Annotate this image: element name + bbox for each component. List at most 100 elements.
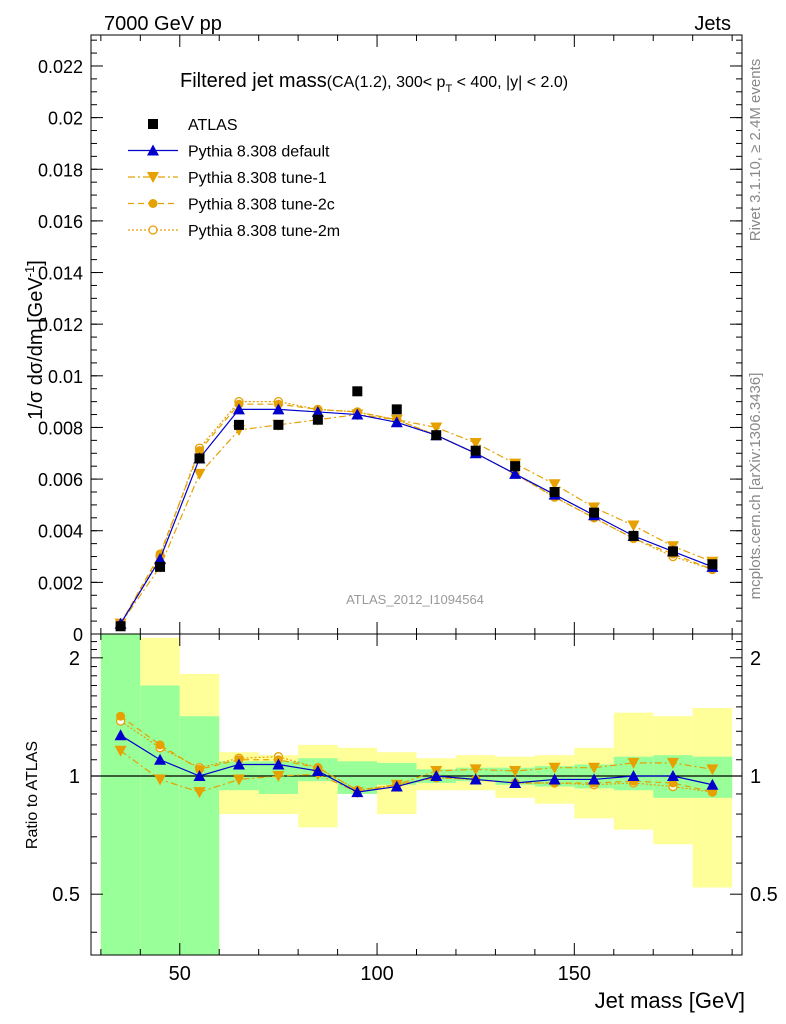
ratio-point-tune1 (193, 787, 206, 799)
point-data (510, 461, 521, 472)
point-data (549, 486, 560, 497)
point-data (628, 530, 639, 541)
legend-label: Pythia 8.308 tune-1 (188, 170, 327, 187)
point-tune1 (193, 468, 206, 480)
ytick-label: 0.002 (38, 573, 83, 593)
point-data (667, 546, 678, 557)
point-tune2c (195, 446, 204, 456)
rivet-label: Rivet 3.1.10, ≥ 2.4M events (747, 59, 764, 242)
point-data (352, 386, 363, 397)
series-line-tune2c (120, 403, 713, 624)
ratio-ytick-label: 1 (69, 766, 80, 788)
xtick-label: 50 (169, 963, 191, 985)
ratio-series-default (114, 729, 719, 798)
legend-entry-default: Pythia 8.308 default (128, 144, 330, 161)
series-line-default (120, 408, 713, 624)
legend: ATLAS Pythia 8.308 default Pythia 8.308 tu… (128, 117, 340, 240)
ytick-label: 0.008 (38, 418, 83, 438)
point-tune1 (430, 422, 443, 434)
main-ylabel-sup: -1 (22, 266, 37, 278)
ratio-point-default (311, 764, 324, 776)
ratio-point-default (548, 773, 561, 785)
ratio-point-tune1 (706, 764, 719, 776)
ytick-label: 0.01 (48, 367, 83, 387)
point-data (155, 561, 166, 572)
ratio-point-default (588, 773, 601, 785)
point-default (351, 408, 364, 420)
ratio-point-tune1 (588, 762, 601, 774)
legend-marker (148, 225, 158, 235)
ratio-ytick-label-right: 1 (750, 766, 761, 788)
ratio-line-default (120, 734, 713, 793)
point-data (115, 621, 126, 632)
series-line-tune1 (120, 413, 713, 625)
mcplots-label: mcplots.cern.ch [arXiv:1306.3436] (747, 373, 764, 600)
point-default (509, 467, 522, 479)
ratio-xlabel: Jet mass [GeV] (595, 988, 745, 1013)
legend-marker (147, 144, 159, 156)
ytick-label: 0.012 (38, 315, 83, 335)
ratio-point-default (351, 786, 364, 798)
uncertainty-band-outer (298, 744, 338, 828)
legend-entry-data: ATLAS (148, 117, 238, 134)
chart-title-sub-pt: T (445, 83, 452, 95)
chart-title-sub: (CA(1.2), 300< p (327, 74, 446, 91)
point-tune1 (548, 479, 561, 491)
ratio-point-default (154, 753, 167, 765)
ratio-point-default (627, 770, 640, 782)
ytick-label: 0.02 (48, 109, 83, 129)
chart-title-sub-end: < 400, |y| < 2.0) (452, 74, 568, 91)
point-data (194, 453, 205, 464)
ytick-label: 0 (73, 625, 83, 645)
uncertainty-band-inner (377, 762, 417, 785)
ratio-line-tune1 (120, 750, 713, 793)
ratio-point-tune1 (114, 745, 127, 757)
legend-marker (148, 199, 158, 208)
ratio-point-default (666, 770, 679, 782)
header-left: 7000 GeV pp (104, 13, 222, 35)
ratio-point-tune1 (548, 762, 561, 774)
legend-entry-tune1: Pythia 8.308 tune-1 (128, 170, 327, 187)
main-ylabel-end: ] (25, 260, 47, 266)
ratio-point-tune1 (232, 774, 245, 786)
main-ylabel-text: 1/σ dσ/dm [GeV (25, 277, 47, 420)
ratio-point-default (272, 758, 285, 770)
ratio-ytick-label-right: 2 (750, 648, 761, 670)
chart-title-main: Filtered jet mass (180, 70, 327, 92)
ratio-point-tune1 (469, 764, 482, 776)
ytick-label: 0.004 (38, 522, 83, 542)
ratio-ytick-label-right: 0.5 (750, 884, 778, 906)
point-data (273, 419, 284, 430)
ratio-panel: 0.5 0.5 1 1 2 2 50 100 150 (52, 633, 778, 985)
main-panel: 0 0.002 0.004 0.006 0.008 0.01 0.012 0.014 0.016… (38, 34, 743, 645)
ratio-point-tune1 (666, 757, 679, 769)
xtick-label: 100 (360, 963, 393, 985)
ratio-point-tune1 (272, 771, 285, 783)
ratio-point-default (509, 776, 522, 788)
ratio-ytick-label: 0.5 (52, 884, 80, 906)
legend-marker (148, 119, 158, 129)
ratio-point-tune2c (195, 764, 204, 774)
xtick-label: 150 (558, 963, 591, 985)
ratio-series-tune1 (114, 745, 719, 799)
point-data (431, 430, 442, 441)
ytick-label: 0.006 (38, 470, 83, 490)
point-default (272, 403, 285, 415)
chart-title: Filtered jet mass(CA(1.2), 300< pT < 400… (180, 70, 568, 95)
point-default (232, 403, 245, 415)
ratio-point-tune2c (155, 740, 165, 750)
ratio-point-default (469, 773, 482, 785)
ytick-label: 0.018 (38, 160, 83, 180)
ratio-point-tune2c (116, 711, 126, 721)
ratio-point-tune2c (707, 787, 717, 797)
uncertainty-band-inner (179, 716, 220, 955)
ratio-point-default (390, 780, 403, 792)
ratio-point-default (114, 729, 127, 741)
main-ylabel: 1/σ dσ/dm [GeV-1] (22, 260, 47, 420)
uncertainty-band-inner (100, 634, 141, 955)
series-data (115, 386, 718, 632)
watermark: ATLAS_2012_I1094564 (346, 592, 484, 607)
point-data (312, 414, 323, 425)
legend-label: ATLAS (188, 117, 238, 134)
ratio-point-default (430, 770, 443, 782)
